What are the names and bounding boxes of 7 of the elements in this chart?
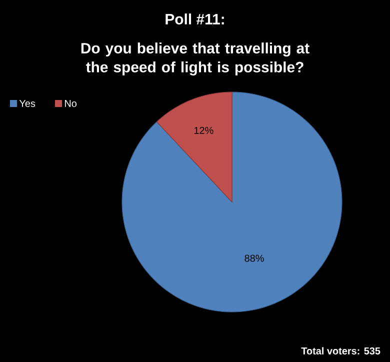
data-label: 88% bbox=[244, 254, 264, 262]
data-label: 12% bbox=[194, 126, 214, 134]
legend-label: Yes bbox=[19, 100, 36, 107]
text: Total voters: 535 bbox=[301, 347, 380, 354]
chart-subtitle: Do you believe that travelling at the speed of light is possible? bbox=[81, 42, 310, 76]
legend-label: No bbox=[65, 100, 77, 107]
chart-title: Poll #11: bbox=[166, 14, 224, 24]
